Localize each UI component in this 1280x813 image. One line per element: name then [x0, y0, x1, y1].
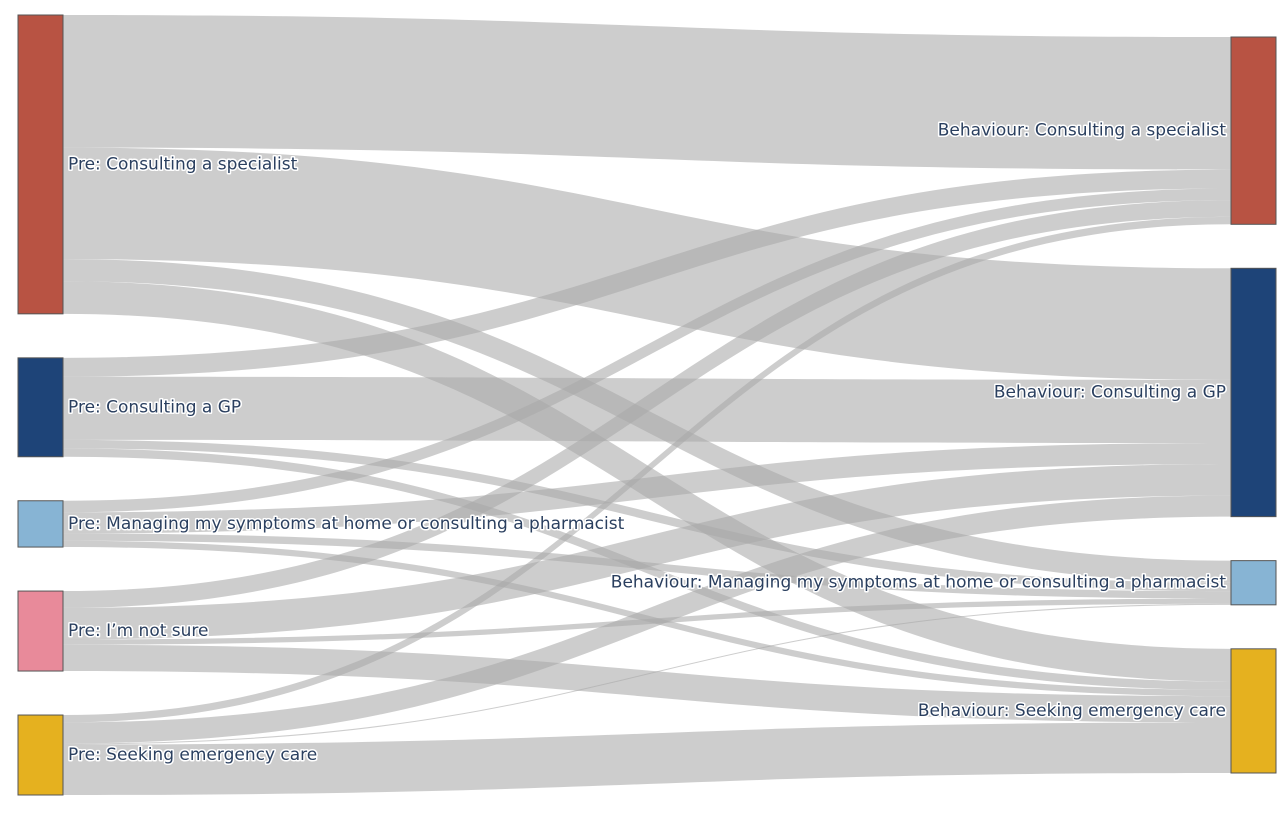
sankey-link-pre_emergency-to-beh_home — [63, 603, 1231, 745]
sankey-link-pre_gp-to-beh_specialist — [63, 169, 1231, 377]
sankey-label-pre_specialist: Pre: Consulting a specialist — [68, 154, 298, 174]
sankey-link-pre_specialist-to-beh_specialist — [63, 15, 1231, 170]
sankey-node-beh_home — [1230, 560, 1277, 606]
sankey-link-pre_home-to-beh_specialist — [63, 188, 1231, 513]
sankey-node-pre_specialist — [17, 14, 64, 315]
sankey-link-pre_gp-to-beh_home — [63, 439, 1231, 592]
sankey-label-beh_gp: Behaviour: Consulting a GP — [994, 382, 1226, 402]
sankey-link-pre_home-to-beh_gp — [63, 442, 1231, 534]
sankey-node-beh_specialist — [1230, 36, 1277, 225]
sankey-links — [63, 15, 1231, 795]
sankey-label-beh_emergency: Behaviour: Seeking emergency care — [918, 701, 1226, 721]
sankey-node-pre_gp — [17, 357, 64, 458]
sankey-label-pre_gp: Pre: Consulting a GP — [68, 397, 241, 417]
sankey-node-pre_home — [17, 500, 64, 548]
sankey-node-beh_gp — [1230, 267, 1277, 518]
sankey-link-pre_emergency-to-beh_emergency — [63, 722, 1231, 795]
sankey-node-beh_emergency — [1230, 648, 1277, 774]
sankey-node-pre_emergency — [17, 714, 64, 796]
sankey-link-pre_emergency-to-beh_specialist — [63, 216, 1231, 723]
sankey-link-pre_unsure-to-beh_gp — [63, 464, 1231, 640]
sankey-label-beh_home: Behaviour: Managing my symptoms at home … — [611, 573, 1227, 593]
sankey-label-pre_unsure: Pre: I’m not sure — [68, 621, 209, 641]
sankey-node-pre_unsure — [17, 590, 64, 672]
sankey-labels: Pre: Consulting a specialist Pre: Consult… — [67, 119, 1228, 766]
sankey-label-pre_home: Pre: Managing my symptoms at home or con… — [68, 514, 625, 534]
sankey-link-pre_unsure-to-beh_specialist — [63, 200, 1231, 608]
sankey-label-beh_specialist: Behaviour: Consulting a specialist — [938, 121, 1227, 141]
sankey-label-pre_emergency: Pre: Seeking emergency care — [68, 745, 317, 765]
sankey-nodes — [17, 14, 1277, 796]
sankey-link-pre_emergency-to-beh_gp — [63, 495, 1231, 744]
